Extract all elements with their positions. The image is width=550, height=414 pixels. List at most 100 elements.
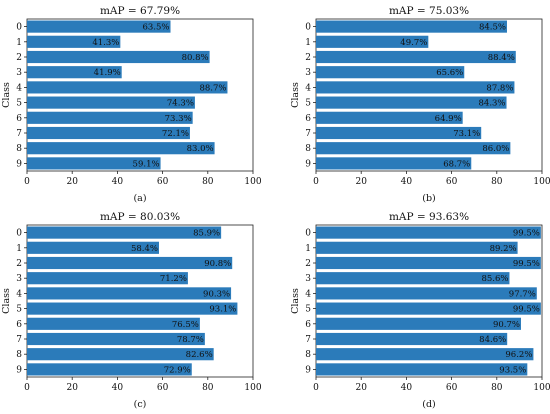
x-tick-label: 60	[157, 383, 169, 393]
y-tick-label: 8	[305, 144, 311, 154]
bar	[27, 317, 200, 330]
y-tick-label: 7	[305, 129, 311, 139]
data-label: 73.3%	[165, 114, 192, 124]
data-label: 74.3%	[167, 99, 194, 109]
y-tick-label: 1	[305, 244, 311, 254]
plot-frame	[315, 224, 543, 378]
data-label: 90.7%	[493, 320, 520, 330]
y-tick-label: 3	[305, 68, 311, 78]
bar	[27, 256, 233, 270]
bar	[27, 363, 192, 376]
data-label: 99.5%	[513, 259, 540, 269]
y-tick-label: 4	[16, 289, 22, 299]
bar	[27, 96, 195, 109]
y-tick-label: 7	[305, 335, 311, 345]
bar	[27, 226, 222, 239]
bar	[316, 241, 518, 254]
data-label: 80.8%	[182, 53, 209, 63]
data-label: 89.2%	[490, 244, 517, 254]
x-tick-label: 40	[112, 383, 124, 393]
bar	[27, 287, 232, 300]
bar	[27, 241, 159, 254]
y-tick-label: 4	[305, 83, 311, 93]
y-tick-label: 0	[16, 229, 22, 239]
bar	[27, 126, 190, 140]
data-label: 84.6%	[479, 335, 506, 345]
y-axis-label: Class	[290, 82, 301, 108]
y-tick-label: 5	[16, 99, 22, 109]
data-label: 84.5%	[479, 23, 506, 33]
chart-panel: mAP = 93.63% 99.5% 0 89.2% 1 99.5% 2 85.6% 3 97.7…	[290, 211, 550, 410]
y-tick-label: 5	[16, 305, 22, 315]
bar	[316, 302, 541, 315]
y-tick-label: 9	[305, 365, 311, 375]
data-label: 96.2%	[505, 350, 532, 360]
chart-title: mAP = 80.03%	[100, 211, 180, 223]
data-label: 64.9%	[435, 114, 462, 124]
y-tick-label: 8	[16, 350, 22, 360]
data-label: 59.1%	[133, 159, 160, 169]
bar	[27, 348, 214, 361]
data-label: 72.9%	[164, 365, 191, 375]
bar	[316, 272, 510, 285]
bar	[27, 302, 238, 315]
y-axis-label: Class	[290, 288, 301, 314]
data-label: 88.4%	[488, 53, 515, 63]
x-tick-label: 80	[491, 383, 503, 393]
y-tick-label: 4	[16, 83, 22, 93]
bar	[27, 272, 188, 285]
x-tick-label: 60	[446, 177, 458, 187]
chart-title: mAP = 75.03%	[389, 5, 469, 17]
y-axis-label: Class	[1, 288, 12, 314]
x-tick-label: 40	[112, 177, 124, 187]
x-tick-label: 60	[446, 383, 458, 393]
bar	[316, 66, 465, 79]
bar	[316, 348, 534, 361]
chart-panel: mAP = 80.03% 85.9% 0 58.4% 1 90.8% 2 71.2% 3 90.3…	[1, 211, 262, 410]
data-label: 85.6%	[481, 274, 508, 284]
bar	[316, 35, 429, 48]
bar	[27, 20, 171, 33]
plot-frame	[26, 18, 254, 172]
x-tick-label: 60	[157, 177, 169, 187]
y-tick-label: 9	[16, 159, 22, 169]
chart-panel: mAP = 75.03% 84.5% 0 49.7% 1 88.4% 2 65.6% 3 87.8…	[290, 5, 550, 204]
x-tick-label: 20	[66, 383, 78, 393]
y-tick-label: 3	[16, 274, 22, 284]
bar	[27, 50, 210, 64]
y-tick-label: 1	[16, 38, 22, 48]
bar	[316, 96, 507, 109]
x-tick-label: 40	[401, 177, 413, 187]
x-tick-label: 20	[355, 383, 367, 393]
bar	[316, 50, 516, 64]
y-tick-label: 7	[16, 129, 22, 139]
chart-panel: mAP = 67.79% 63.5% 0 41.3% 1 80.8% 2 41.9% 3 88.7…	[1, 5, 262, 204]
y-tick-label: 6	[16, 320, 22, 330]
y-tick-label: 9	[305, 159, 311, 169]
data-label: 73.1%	[453, 129, 480, 139]
y-tick-label: 1	[16, 244, 22, 254]
x-tick-label: 80	[202, 383, 214, 393]
bar	[316, 81, 515, 94]
panel-caption: (b)	[422, 193, 436, 204]
x-tick-label: 100	[533, 383, 550, 393]
bar	[316, 317, 521, 330]
y-tick-label: 7	[16, 335, 22, 345]
y-tick-label: 2	[305, 53, 311, 63]
y-tick-label: 0	[305, 23, 311, 33]
y-tick-label: 6	[16, 114, 22, 124]
bar	[316, 111, 463, 124]
bar	[27, 81, 228, 94]
bar	[27, 332, 205, 346]
bar	[27, 142, 215, 155]
y-tick-label: 0	[305, 229, 311, 239]
x-tick-label: 20	[355, 177, 367, 187]
x-tick-label: 0	[24, 383, 30, 393]
y-tick-label: 1	[305, 38, 311, 48]
data-label: 87.8%	[486, 83, 513, 93]
bar	[27, 66, 122, 79]
data-label: 83.0%	[187, 144, 214, 154]
data-label: 90.8%	[204, 259, 231, 269]
